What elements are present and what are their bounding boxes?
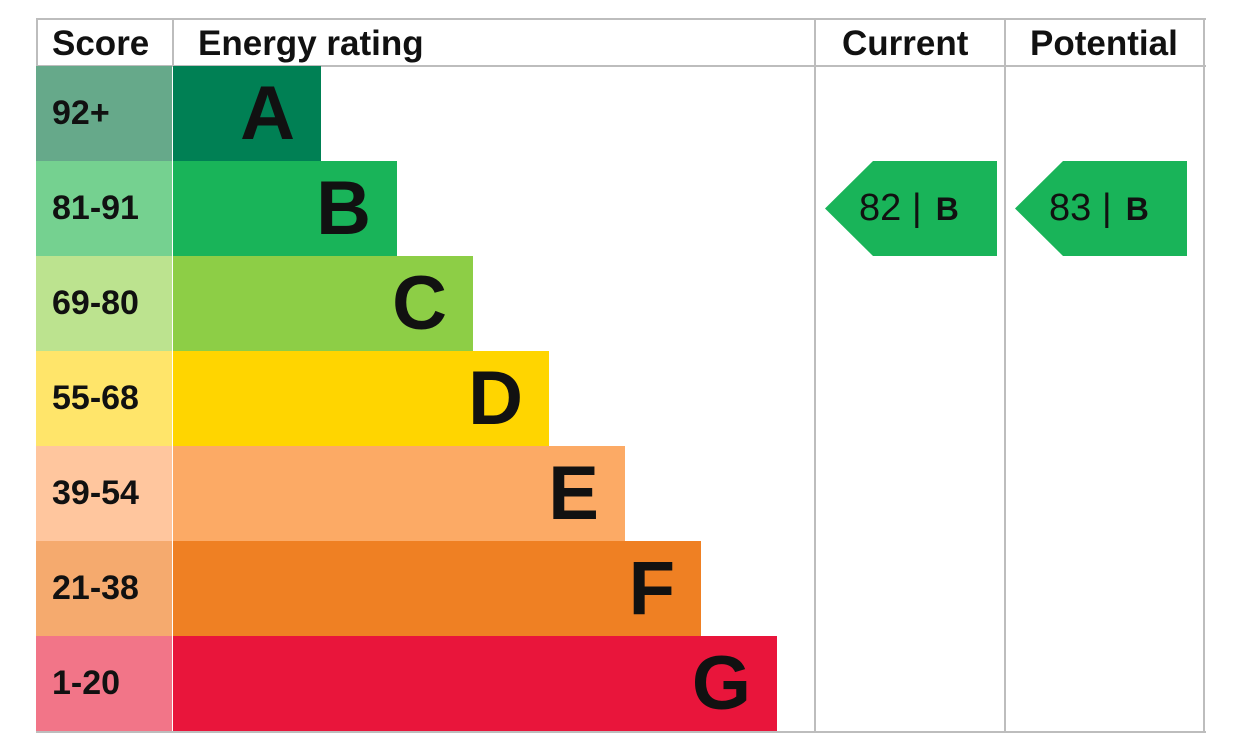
current-band-letter: B (935, 191, 959, 227)
current-marker-arrow (825, 161, 997, 256)
rating-current-divider (814, 18, 816, 733)
right-border (1203, 18, 1205, 733)
current-potential-divider (1004, 18, 1006, 733)
score-range-d: 55-68 (36, 351, 172, 446)
score-divider (172, 18, 174, 66)
current-header: Current (842, 24, 969, 63)
potential-band-letter: B (1125, 191, 1149, 227)
current-separator: | (901, 187, 922, 229)
potential-separator: | (1091, 187, 1112, 229)
rating-bar-c: C (173, 256, 473, 351)
band-row-a: 92+ A (36, 66, 816, 161)
current-marker-label: 82 | B (859, 161, 959, 256)
rating-bar-g: G (173, 636, 777, 731)
bottom-border (36, 731, 1206, 733)
score-range-b: 81-91 (36, 161, 172, 256)
top-border (36, 18, 1206, 20)
rating-bar-d: D (173, 351, 549, 446)
score-range-c: 69-80 (36, 256, 172, 351)
band-row-d: 55-68 D (36, 351, 816, 446)
potential-marker-label: 83 | B (1049, 161, 1149, 256)
current-score-value: 82 (859, 187, 902, 229)
header-divider (36, 65, 1206, 67)
potential-marker-arrow (1015, 161, 1187, 256)
rating-bar-a: A (173, 66, 321, 161)
band-letter-d: D (468, 356, 523, 441)
band-letter-g: G (691, 641, 751, 726)
band-letter-a: A (240, 71, 295, 156)
band-letter-e: E (548, 451, 599, 536)
score-range-e: 39-54 (36, 446, 172, 541)
rating-bar-f: F (173, 541, 701, 636)
left-border (36, 18, 38, 66)
energy-rating-header: Energy rating (198, 24, 424, 63)
band-letter-c: C (392, 261, 447, 346)
band-row-g: 1-20 G (36, 636, 816, 731)
band-letter-f: F (628, 546, 675, 631)
score-range-g: 1-20 (36, 636, 172, 731)
potential-rating-marker: 83 | B (1015, 161, 1187, 256)
potential-score-value: 83 (1049, 187, 1092, 229)
score-header: Score (52, 24, 150, 63)
band-row-f: 21-38 F (36, 541, 816, 636)
band-row-e: 39-54 E (36, 446, 816, 541)
band-row-c: 69-80 C (36, 256, 816, 351)
score-range-f: 21-38 (36, 541, 172, 636)
current-rating-marker: 82 | B (825, 161, 997, 256)
band-letter-b: B (316, 166, 371, 251)
rating-bar-b: B (173, 161, 397, 256)
band-row-b: 81-91 B (36, 161, 816, 256)
potential-header: Potential (1030, 24, 1178, 63)
score-range-a: 92+ (36, 66, 172, 161)
rating-bar-e: E (173, 446, 625, 541)
